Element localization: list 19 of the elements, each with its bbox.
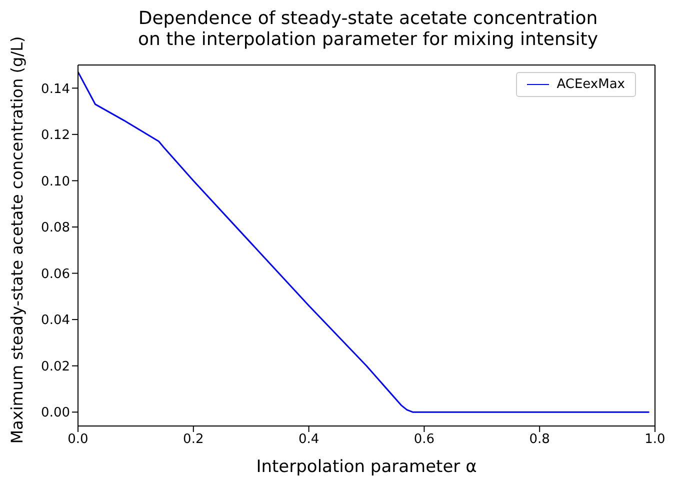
- y-axis-title: Maximum steady-state acetate concentration (g/L): [8, 36, 28, 444]
- y-tick-label: 0.10: [41, 174, 70, 190]
- x-tick-label: 0.2: [183, 432, 204, 448]
- y-tick-label: 0.02: [41, 359, 70, 374]
- x-tick-label: 0.6: [414, 432, 435, 448]
- y-tick-label: 0.14: [41, 82, 70, 97]
- y-tick-label: 0.06: [41, 266, 70, 282]
- x-tick-label: 0.8: [529, 432, 550, 448]
- y-tick-label: 0.00: [41, 406, 70, 421]
- legend-label: ACEexMax: [556, 77, 625, 92]
- x-tick-label: 0.4: [298, 432, 320, 448]
- x-axis-title: Interpolation parameter α: [256, 457, 477, 477]
- y-tick-label: 0.08: [41, 220, 70, 236]
- y-tick-label: 0.12: [41, 128, 70, 144]
- chart-title: Dependence of steady-state acetate concentration on the interpolation parameter for mixing intensity: [136, 8, 600, 50]
- y-tick-label: 0.04: [41, 313, 70, 328]
- x-tick-label: 0.0: [68, 432, 88, 448]
- line-series: [78, 71, 650, 413]
- x-tick-label: 1.0: [644, 432, 666, 448]
